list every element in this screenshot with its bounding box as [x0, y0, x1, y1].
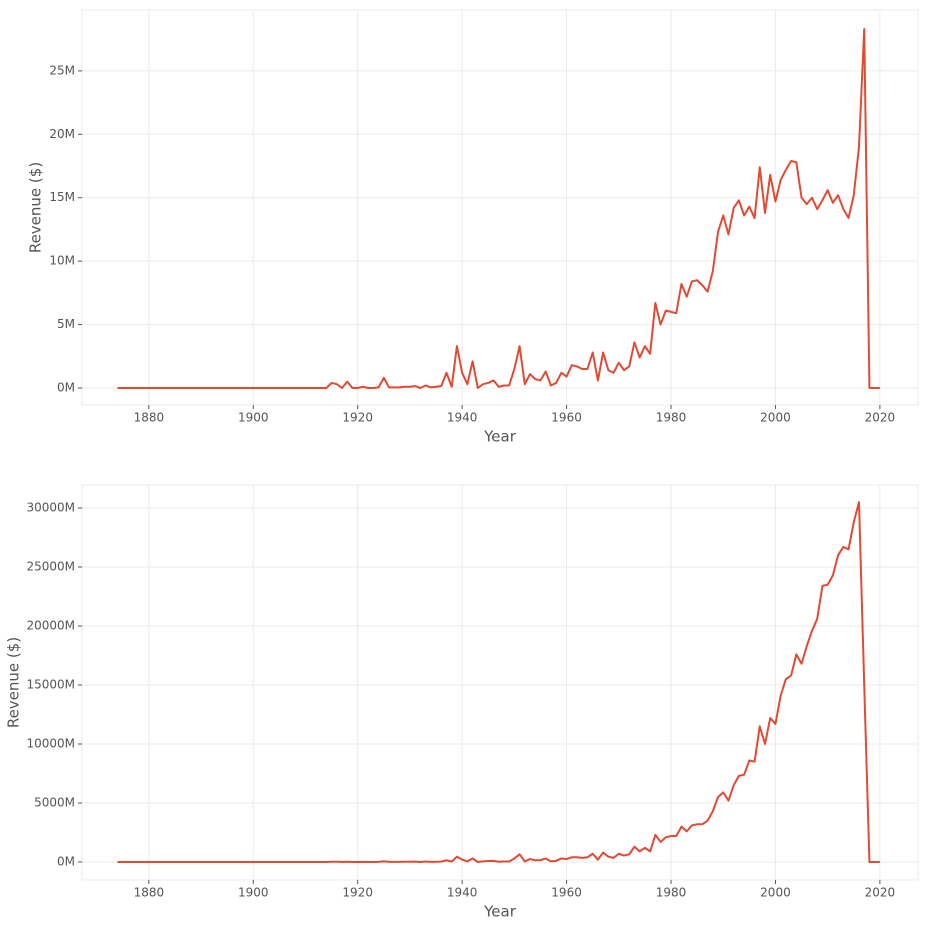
x-tick-label: 2000	[760, 411, 791, 425]
y-axis-label: Revenue ($)	[5, 637, 23, 728]
y-tick-label: 10000M	[26, 737, 75, 751]
y-tick-label: 20M	[49, 127, 75, 141]
x-tick-label: 1920	[342, 411, 373, 425]
x-tick-label: 1920	[342, 886, 373, 900]
plot-area	[81, 9, 919, 406]
x-tick-label: 1880	[134, 411, 165, 425]
x-tick-label: 1900	[238, 886, 269, 900]
y-axis-label: Revenue ($)	[27, 162, 45, 253]
x-tick-label: 1940	[447, 886, 478, 900]
x-axis-label: Year	[483, 903, 517, 921]
y-tick-label: 30000M	[26, 501, 75, 515]
y-tick-label: 15000M	[26, 678, 75, 692]
y-tick-label: 0M	[57, 855, 75, 869]
x-tick-label: 2020	[865, 411, 896, 425]
line	[117, 501, 880, 864]
x-tick-label: 1940	[447, 411, 478, 425]
x-tick-label: 1980	[656, 886, 687, 900]
x-tick-label: 2000	[760, 886, 791, 900]
y-tick-label: 0M	[57, 381, 75, 395]
y-tick-label: 25M	[49, 63, 75, 77]
line	[117, 28, 880, 389]
plot-area	[81, 484, 919, 881]
x-axis-label: Year	[483, 428, 517, 446]
x-tick-label: 1980	[656, 411, 687, 425]
x-tick-label: 2020	[865, 886, 896, 900]
y-tick-label: 5M	[57, 317, 75, 331]
y-tick-label: 5000M	[34, 796, 75, 810]
y-tick-label: 20000M	[26, 619, 75, 633]
y-tick-label: 10M	[49, 254, 75, 268]
x-tick-label: 1960	[551, 411, 582, 425]
y-tick-label: 25000M	[26, 560, 75, 574]
y-tick-label: 15M	[49, 190, 75, 204]
x-tick-label: 1960	[551, 886, 582, 900]
x-tick-label: 1880	[134, 886, 165, 900]
x-tick-label: 1900	[238, 411, 269, 425]
